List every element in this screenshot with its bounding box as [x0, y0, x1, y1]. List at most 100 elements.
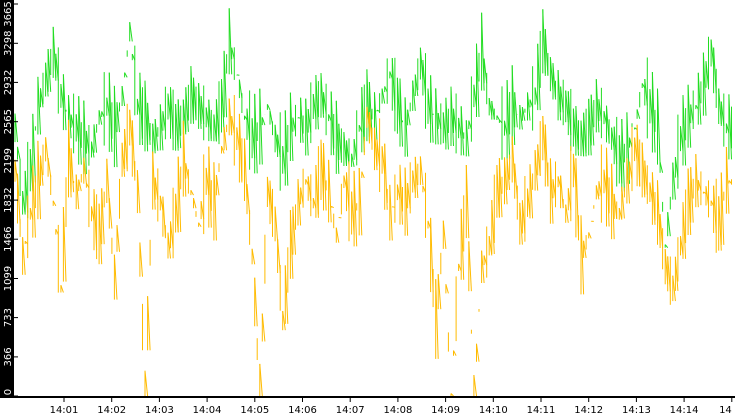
series-2-connector — [167, 232, 171, 259]
series-1-connector — [399, 78, 403, 147]
series-2-connector — [323, 142, 327, 211]
y-tick-label: 1099 — [3, 266, 14, 291]
series-2-connector — [687, 168, 692, 236]
series-2-connector — [198, 222, 202, 228]
series-1-connector — [667, 212, 671, 237]
series-2-connector — [177, 156, 182, 233]
y-tick-label: 2932 — [3, 70, 14, 95]
series-2-connector — [60, 285, 64, 293]
x-tick-label: 14:14 — [670, 405, 699, 415]
series-2-connector — [223, 127, 228, 151]
x-tick-label: 14:06 — [288, 405, 317, 415]
x-tick-label: 14:04 — [193, 405, 222, 415]
series-2-connector — [437, 274, 442, 310]
series-2-connector — [182, 120, 187, 197]
series-2-connector — [335, 227, 340, 243]
series-layer — [14, 8, 732, 397]
series-1-connector — [412, 80, 416, 111]
series-2-connector — [251, 248, 256, 265]
series-1-connector — [672, 162, 676, 200]
series-1-connector — [595, 79, 600, 133]
series-1-connector — [381, 88, 386, 104]
x-axis-ticks: 14:01 14:02 14:03 14:04 14:05 14:06 14:07 14:08… — [50, 397, 733, 415]
series-2-connector — [213, 162, 217, 241]
series-2-connector — [588, 232, 592, 239]
series-1-connector — [351, 153, 355, 167]
series-2-connector — [580, 215, 585, 295]
series-2-connector — [75, 174, 80, 210]
series-2-connector — [215, 174, 220, 196]
series-2-connector — [453, 350, 457, 356]
y-tick-label: 1466 — [3, 226, 14, 251]
series-1-connector — [47, 48, 52, 92]
series-2-connector — [78, 179, 82, 192]
series-1-connector — [430, 75, 434, 143]
series-1-connector — [702, 52, 707, 116]
series-2-connector — [121, 142, 126, 177]
series-2-connector — [113, 254, 118, 300]
series-1-connector — [588, 98, 592, 156]
y-tick-label: 733 — [3, 308, 14, 327]
series-2-connector — [32, 165, 36, 238]
series-2-connector — [504, 157, 508, 205]
series-2-connector — [221, 145, 225, 154]
series-1-connector — [465, 120, 470, 157]
series-2-connector — [534, 150, 539, 191]
series-2-connector — [328, 159, 332, 223]
series-1-connector — [254, 93, 258, 174]
series-1-connector — [261, 117, 266, 126]
series-1-connector — [177, 99, 182, 149]
series-1-connector — [460, 106, 465, 156]
x-tick-label: 14:13 — [622, 405, 651, 415]
series-1-connector — [450, 86, 454, 147]
series-2-connector — [720, 172, 725, 245]
series-2-connector — [358, 167, 363, 236]
series-2-connector — [139, 242, 143, 277]
series-2-connector — [549, 158, 554, 224]
series-2-connector — [261, 313, 266, 342]
series-2-connector — [621, 186, 625, 219]
series-2-connector — [193, 197, 197, 209]
x-tick-label: 14:07 — [336, 405, 365, 415]
series-2-connector — [101, 188, 105, 245]
series-2-connector — [465, 164, 470, 239]
series-1-connector — [687, 84, 692, 148]
series-1-connector — [113, 85, 118, 168]
series-2-connector — [690, 167, 694, 223]
series-1-connector — [121, 85, 126, 107]
series-1-connector — [374, 92, 378, 142]
series-1-connector — [315, 75, 319, 130]
series-2-connector — [282, 311, 286, 331]
series-2-connector — [519, 202, 523, 245]
series-2-connector — [476, 343, 480, 362]
y-tick-label: 366 — [3, 347, 14, 366]
x-tick-label: 14:02 — [97, 405, 126, 415]
series-2-connector — [473, 374, 477, 397]
series-1-connector — [697, 72, 702, 125]
series-1-connector — [259, 88, 263, 165]
series-2-connector — [70, 148, 75, 193]
series-1-connector — [407, 109, 411, 126]
series-1-connector — [506, 80, 511, 159]
series-2-connector — [108, 198, 113, 229]
series-2-connector — [595, 185, 600, 200]
series-1-connector — [537, 43, 541, 111]
series-2-connector — [611, 163, 615, 240]
series-1-connector — [636, 109, 641, 119]
series-2-connector — [40, 155, 44, 186]
series-1-connector — [590, 94, 595, 146]
series-2-connector — [98, 203, 103, 265]
x-tick-label: 14:08 — [383, 405, 412, 415]
series-2-connector — [289, 210, 294, 279]
x-tick-label: 14:01 — [50, 405, 79, 415]
series-2-connector — [62, 206, 67, 282]
series-2-connector — [45, 137, 49, 162]
series-2-connector — [626, 158, 630, 204]
series-1-connector — [404, 97, 409, 157]
series-1-connector — [154, 118, 159, 151]
series-1-connector — [445, 97, 449, 150]
series-1-connector — [124, 72, 128, 78]
series-1-connector — [621, 118, 625, 192]
series-1-connector — [93, 124, 98, 153]
series-2-connector — [361, 171, 365, 179]
